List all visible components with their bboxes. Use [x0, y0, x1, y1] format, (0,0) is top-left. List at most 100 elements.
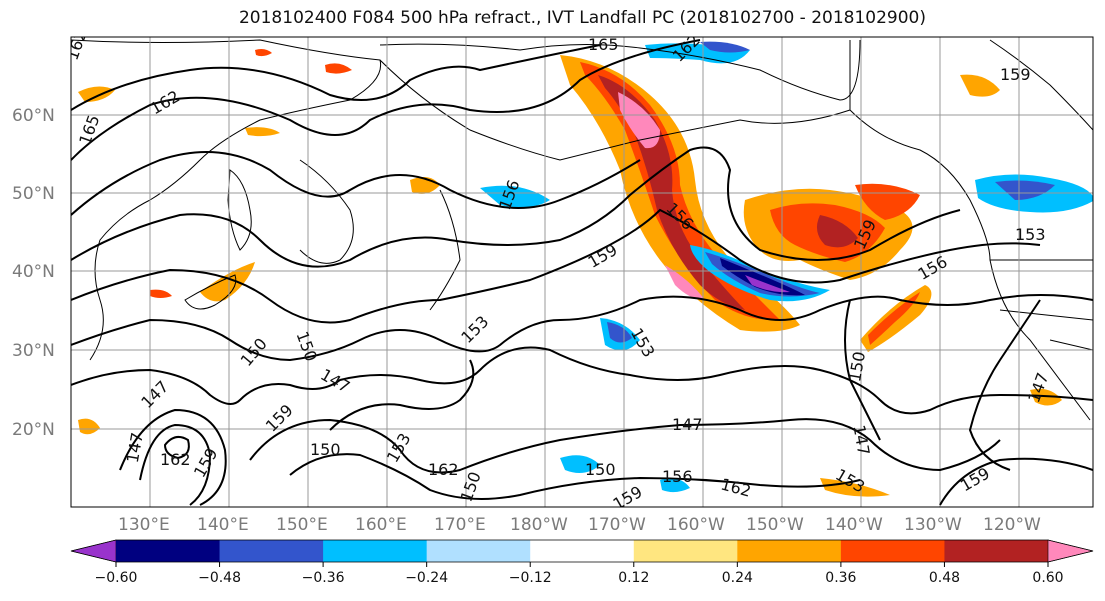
shading-negative-region: [745, 275, 790, 293]
colorbar-segment: [633, 540, 738, 562]
contour-label: 159: [1000, 65, 1031, 84]
colorbar-tick-label: 0.48: [929, 570, 960, 586]
shading-negative-region: [607, 322, 632, 343]
coastline-sea: [299, 159, 354, 264]
contour-line: [968, 299, 1041, 471]
shading-positive-region: [245, 127, 280, 137]
lat-label: 40°N: [12, 262, 55, 282]
contour-line: [71, 346, 1093, 415]
contour-label: 150: [585, 460, 616, 479]
colorbar-tick-label: −0.24: [405, 570, 448, 586]
lon-label: 150°E: [276, 515, 328, 535]
coastline-sea: [429, 189, 461, 311]
colorbar-segment: [426, 540, 531, 562]
contour-line: [844, 299, 881, 441]
contour-line: [71, 146, 961, 268]
coastline-canada: [849, 40, 1091, 421]
colorbar-tick-label: −0.48: [198, 570, 241, 586]
shading-negative-region: [660, 478, 690, 493]
contour-line: [71, 151, 641, 216]
contour-line: [71, 208, 1041, 324]
contour-label: 156: [662, 467, 693, 486]
coastline-alaska-south: [379, 59, 851, 161]
contour-line: [939, 457, 1093, 506]
height-contours: [71, 39, 1093, 506]
colorbar-extend-low: [70, 539, 117, 563]
shading-positive-region: [325, 63, 352, 74]
coastline-layer: [71, 39, 1093, 421]
shading-negative-region: [705, 252, 820, 297]
shading-positive-region: [150, 289, 172, 298]
coastline-alaska: [379, 39, 861, 101]
colorbar-tick-label: 0.60: [1032, 570, 1063, 586]
map-title: 2018102400 F084 500 hPa refract., IVT La…: [238, 8, 926, 28]
graticule: [71, 37, 1093, 507]
colorbar-tick-label: 0.12: [618, 570, 649, 586]
shading-negative-region: [720, 258, 805, 296]
colorbar-segment: [840, 540, 945, 562]
coastline-asia: [71, 39, 382, 361]
shading-positive-region: [868, 292, 920, 345]
lon-label: 130°E: [118, 515, 170, 535]
contour-line: [71, 294, 1093, 362]
lon-label: 180°W: [510, 515, 568, 535]
colorbar-segment: [944, 540, 1049, 562]
contour-label: 162: [428, 460, 459, 479]
map-frame: [70, 36, 1094, 508]
contour-label: 147: [672, 415, 703, 434]
lon-label: 120°W: [983, 515, 1041, 535]
contour-label: 153: [1015, 225, 1046, 244]
colorbar-tick-label: 0.36: [825, 570, 856, 586]
contour-label: 150: [310, 440, 341, 459]
contour-line: [289, 453, 861, 500]
colorbar-segment: [737, 540, 842, 562]
colorbar-extend-high: [1047, 539, 1094, 563]
latitude-labels: 60°N 50°N 40°N 30°N 20°N: [12, 106, 55, 440]
colorbar-segment: [219, 540, 324, 562]
contour-line: [71, 39, 701, 161]
lon-label: 140°E: [197, 515, 249, 535]
coastline-northwest: [989, 39, 1093, 131]
shading-positive-region: [618, 92, 660, 149]
shading-positive-region: [78, 418, 100, 435]
coastline-us-border: [990, 259, 1093, 351]
shading-positive-region: [960, 74, 1000, 97]
lon-label: 160°E: [355, 515, 407, 535]
colorbar-tick-label: 0.24: [722, 570, 753, 586]
colorbar-tick-label: −0.36: [302, 570, 345, 586]
shading-positive-region: [200, 262, 255, 302]
contour-label: 162: [160, 450, 191, 469]
shading-positive-region: [816, 215, 858, 248]
contour-line: [119, 408, 227, 506]
colorbar-tick-label: −0.12: [509, 570, 552, 586]
shading-negative-region: [560, 455, 600, 474]
shading-negative-region: [480, 185, 550, 208]
contour-line: [139, 423, 212, 506]
shading-negative-region: [995, 180, 1055, 200]
lat-label: 30°N: [12, 341, 55, 361]
longitude-labels: 130°E 140°E 150°E 160°E 170°E 180°W 170°…: [118, 515, 1041, 535]
shading-positive-region: [255, 49, 272, 57]
contour-line: [71, 44, 601, 111]
lat-label: 20°N: [12, 420, 55, 440]
coastline-kamchatka: [227, 169, 252, 251]
shading-positive-region: [78, 86, 115, 102]
lon-label: 170°E: [434, 515, 486, 535]
colorbar-tick-label: −0.60: [95, 570, 138, 586]
shading-negative-region: [700, 41, 750, 53]
shading-positive-region: [820, 478, 890, 497]
lon-label: 150°W: [746, 515, 804, 535]
lat-label: 60°N: [12, 106, 55, 126]
colorbar-segment: [530, 540, 635, 562]
contour-label: 165: [588, 35, 619, 54]
lon-label: 170°W: [588, 515, 646, 535]
lon-label: 160°W: [667, 515, 725, 535]
lon-label: 130°W: [904, 515, 962, 535]
contour-line: [249, 418, 1001, 474]
shading-positive-region: [1030, 388, 1062, 406]
colorbar-segment: [323, 540, 428, 562]
contour-line: [163, 435, 190, 460]
shading-positive-region: [665, 265, 705, 300]
lat-label: 50°N: [12, 184, 55, 204]
